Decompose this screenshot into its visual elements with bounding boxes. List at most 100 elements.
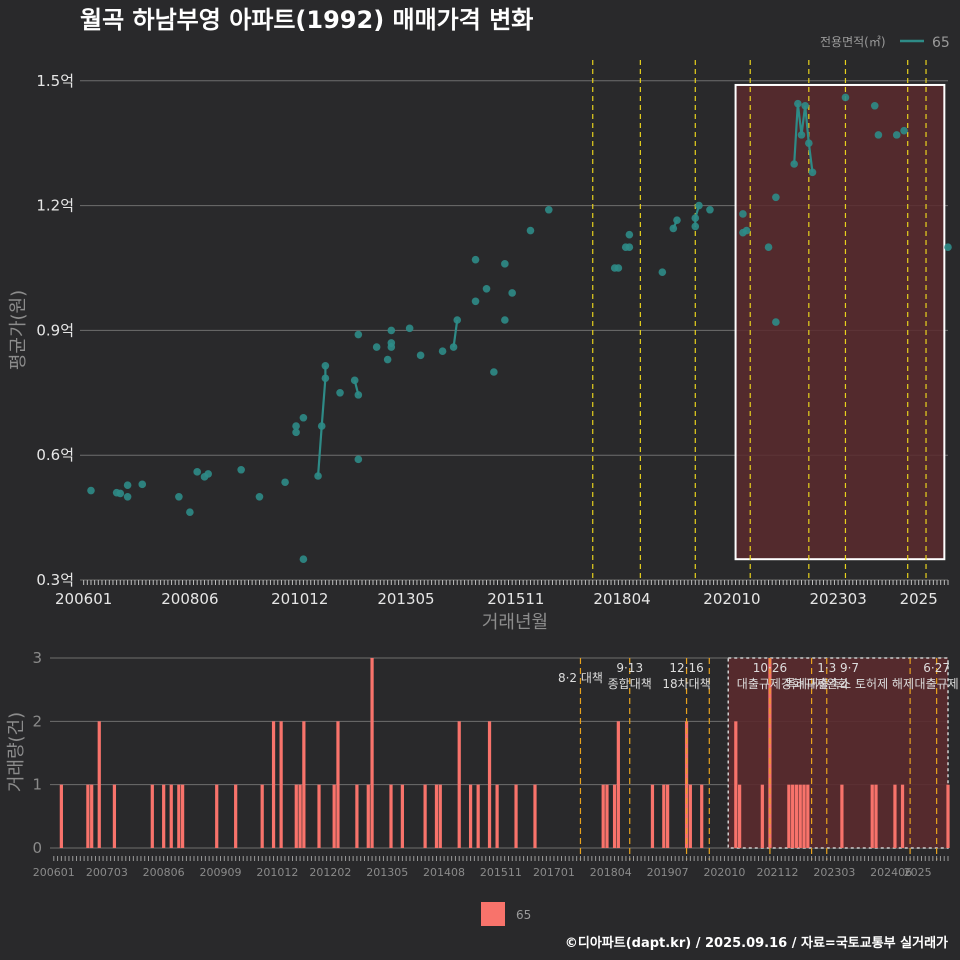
volume-bar xyxy=(900,784,905,848)
policy-annotation: 10·26 xyxy=(753,661,787,675)
caption: ©디아파트(dapt.kr) / 2025.09.16 / 자료=국토교통부 실… xyxy=(565,935,948,951)
top-data-point xyxy=(471,297,480,306)
top-x-tick-label: 201511 xyxy=(487,590,544,608)
bottom-y-tick-label: 2 xyxy=(32,712,42,730)
volume-bar xyxy=(215,784,219,848)
volume-bar xyxy=(112,784,117,848)
bottom-x-tick-label: 202112 xyxy=(756,866,798,879)
volume-bar xyxy=(234,784,238,848)
volume-bar xyxy=(605,784,609,848)
top-data-point xyxy=(794,99,802,108)
volume-bar xyxy=(874,784,878,848)
bottom-x-tick-label: 201408 xyxy=(423,866,465,879)
top-data-point xyxy=(299,555,308,563)
volume-bar xyxy=(476,784,480,848)
volume-bar xyxy=(684,721,689,848)
volume-bar xyxy=(802,784,806,848)
top-data-point xyxy=(87,486,95,495)
top-data-point xyxy=(387,343,396,351)
policy-annotation: 종합대책 xyxy=(608,676,652,691)
bottom-x-tick-label: 200806 xyxy=(143,866,185,879)
bottom-x-tick-label: 201012 xyxy=(256,866,298,879)
top-data-point xyxy=(354,330,363,339)
volume-bar xyxy=(97,721,101,848)
volume-bar xyxy=(650,784,655,848)
top-data-point xyxy=(625,230,634,239)
top-data-point xyxy=(292,422,300,430)
top-series-line xyxy=(452,319,459,348)
top-data-point xyxy=(508,289,516,297)
bottom-x-tick-label: 201907 xyxy=(647,866,689,879)
top-legend-entry: 65 xyxy=(932,35,950,51)
volume-bar xyxy=(700,784,704,848)
volume-bar xyxy=(294,784,298,848)
top-data-point xyxy=(438,347,447,356)
top-data-point xyxy=(944,243,952,251)
volume-bar xyxy=(302,721,306,848)
top-data-point xyxy=(317,422,326,430)
top-data-point xyxy=(625,243,634,251)
top-data-point xyxy=(138,480,147,489)
top-x-tick-label: 202010 xyxy=(703,590,760,608)
top-data-point xyxy=(790,160,798,168)
top-y-tick-label: 1.5억 xyxy=(36,72,74,90)
volume-bar xyxy=(794,784,799,848)
volume-bar xyxy=(181,784,185,848)
top-data-point xyxy=(805,139,813,147)
top-data-point xyxy=(354,391,363,399)
top-x-tick-label: 202303 xyxy=(809,590,866,608)
volume-bar xyxy=(366,784,370,848)
top-x-axis-title: 거래년월 xyxy=(482,612,548,633)
top-data-point xyxy=(695,201,703,210)
top-data-point xyxy=(900,126,908,135)
policy-annotation: 1·3 xyxy=(817,661,836,675)
top-y-tick-label: 0.9억 xyxy=(36,321,74,339)
volume-bar xyxy=(787,784,791,848)
policy-annotation: 규제완화 xyxy=(805,677,849,691)
policy-annotation: 6·27 xyxy=(923,661,950,675)
top-data-point xyxy=(841,93,850,102)
volume-bar xyxy=(487,721,492,848)
top-data-point xyxy=(193,468,201,476)
volume-bar xyxy=(370,658,374,848)
top-data-point xyxy=(482,285,491,293)
volume-bar xyxy=(612,784,617,848)
bottom-x-tick-label: 201202 xyxy=(309,866,351,879)
volume-bar xyxy=(601,784,605,848)
volume-bar xyxy=(806,784,810,848)
bottom-x-tick-label: 200601 xyxy=(33,866,75,879)
top-x-tick-label: 200601 xyxy=(55,590,112,608)
volume-bar xyxy=(438,784,442,848)
volume-bar xyxy=(791,784,795,848)
top-x-tick-label: 2025 xyxy=(900,590,938,608)
bottom-x-tick-label: 201701 xyxy=(533,866,575,879)
top-y-tick-label: 1.2억 xyxy=(36,197,74,215)
bottom-x-tick-label: 200703 xyxy=(86,866,128,879)
top-data-point xyxy=(449,343,458,351)
top-data-point xyxy=(354,455,363,464)
volume-bar xyxy=(317,784,321,848)
bottom-x-tick-label: 201305 xyxy=(366,866,408,879)
bottom-legend-key xyxy=(481,902,505,926)
top-highlight-box xyxy=(734,83,946,561)
volume-bar xyxy=(840,784,844,848)
top-data-point xyxy=(471,255,480,264)
policy-annotation: 특례대출축소 토허제 해제 xyxy=(785,677,914,691)
top-data-point xyxy=(614,264,623,272)
top-data-point xyxy=(204,470,212,478)
bottom-highlight-box xyxy=(727,657,949,849)
top-y-tick-label: 0.6억 xyxy=(36,446,74,464)
top-data-point xyxy=(870,101,879,110)
top-data-point xyxy=(255,493,264,501)
top-data-point xyxy=(501,260,509,268)
top-data-point xyxy=(764,243,773,251)
top-data-point xyxy=(669,224,678,233)
bottom-x-tick-label: 202406 xyxy=(870,866,912,879)
bottom-x-tick-label: 200909 xyxy=(200,866,242,879)
top-data-point xyxy=(237,465,245,474)
top-data-point xyxy=(739,210,747,218)
top-data-point xyxy=(314,472,322,480)
volume-bar xyxy=(514,784,518,848)
top-data-point xyxy=(691,222,700,231)
